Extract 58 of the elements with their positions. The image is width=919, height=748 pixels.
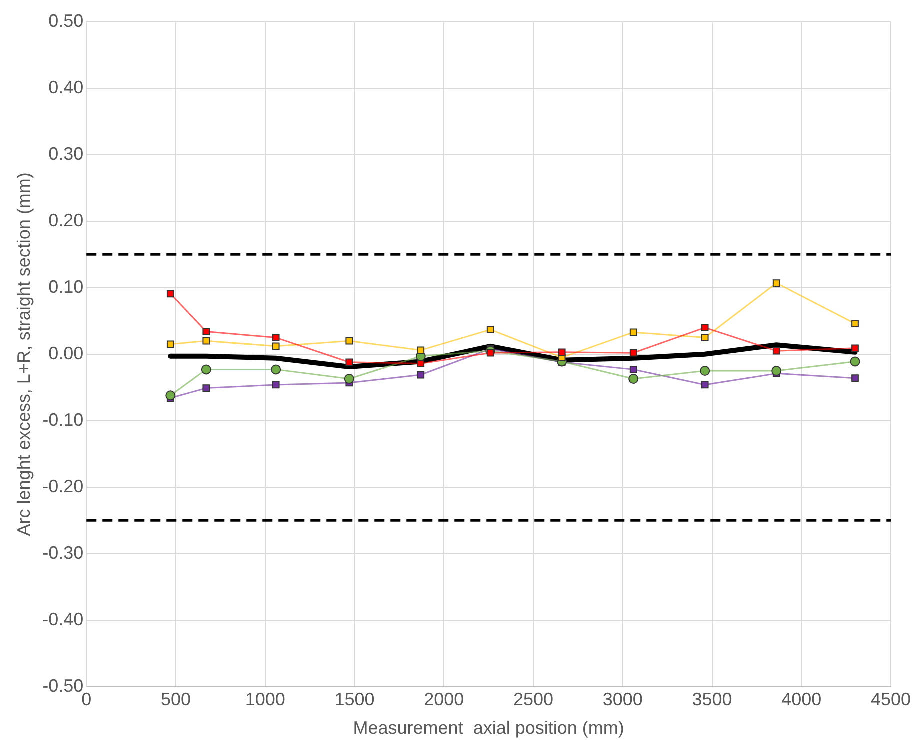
y-tick-label: 0.30	[48, 144, 84, 164]
y-tick-label: -0.20	[42, 476, 84, 496]
x-tick-label: 3000	[602, 690, 643, 710]
point	[852, 344, 859, 352]
y-tick-label: -0.10	[42, 410, 84, 430]
point	[272, 342, 280, 350]
point	[344, 374, 354, 384]
point	[486, 349, 494, 357]
point	[417, 360, 425, 368]
point	[486, 326, 494, 334]
point	[630, 349, 638, 357]
y-tick-label: 0.50	[48, 10, 84, 31]
y-tick-label: -0.30	[42, 542, 84, 563]
x-tick-label: 2500	[513, 690, 554, 710]
y-tick-label: 0.00	[48, 343, 84, 364]
point	[202, 384, 210, 392]
y-axis-title: Arc lenght excess, L+R, straight section (mm)	[14, 172, 34, 536]
point	[346, 358, 354, 366]
y-tick-label: 0.10	[48, 276, 84, 297]
point	[772, 347, 780, 355]
point	[850, 356, 860, 367]
point	[417, 371, 425, 379]
x-tick-label: 3500	[692, 690, 732, 710]
point	[202, 328, 210, 336]
y-tick-label: -0.50	[42, 676, 84, 696]
x-tick-label: 500	[160, 690, 192, 710]
point	[417, 346, 425, 354]
point	[271, 364, 282, 375]
point	[166, 290, 174, 298]
x-axis-title: Measurement axial position (mm)	[353, 718, 624, 738]
point	[166, 340, 174, 348]
y-tick-label: 0.40	[48, 77, 84, 98]
point	[772, 280, 780, 287]
point	[202, 337, 210, 345]
x-tick-label: 2000	[424, 690, 464, 710]
point	[700, 366, 710, 376]
point	[201, 364, 212, 375]
y-tick-label: -0.40	[42, 609, 84, 630]
y-tick-label: 0.20	[48, 210, 84, 230]
point	[346, 337, 354, 345]
point	[701, 324, 709, 332]
point	[630, 328, 638, 336]
x-tick-label: 1000	[245, 690, 286, 710]
point	[701, 381, 709, 389]
point	[852, 374, 859, 382]
point	[272, 334, 280, 342]
point	[628, 374, 639, 384]
x-tick-label: 1500	[334, 690, 375, 710]
point	[852, 320, 859, 328]
point	[630, 366, 638, 374]
x-tick-label: 0	[82, 690, 92, 710]
x-tick-label: 4000	[782, 690, 822, 710]
point	[772, 366, 782, 376]
point	[272, 381, 280, 389]
point	[166, 390, 176, 401]
x-tick-label: 4500	[870, 690, 912, 710]
point	[701, 334, 709, 342]
point	[558, 348, 566, 356]
